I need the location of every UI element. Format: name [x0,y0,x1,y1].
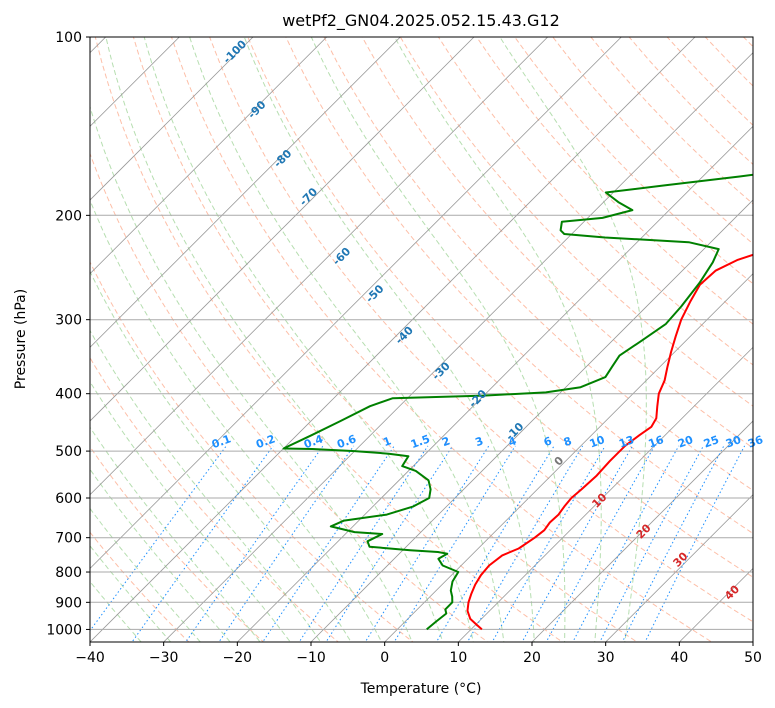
moist-adiabat-line [90,380,291,642]
isotherm-line [90,37,622,569]
y-tick-label: 100 [55,30,82,46]
mixing-ratio-label: 30 [724,433,743,451]
plot-frame [89,36,754,643]
y-tick-label: 400 [55,387,82,403]
mixing-ratio-label: 1.5 [409,432,432,451]
y-axis-title: Pressure (hPa) [13,289,29,389]
chart-title: wetPf2_GN04.2025.052.15.43.G12 [282,11,560,31]
mixing-ratio-line [218,445,355,642]
x-axis: −40 −30 −20 −10 0 10 20 30 40 50 [75,642,762,666]
moist-adiabat-line [243,37,535,642]
dry-adiabat-line [399,37,753,407]
y-tick-label: 900 [55,595,82,611]
isotherm-line [90,37,549,496]
mixing-ratio-label: 3 [473,434,485,449]
dry-adiabat-line [323,37,753,491]
y-axis: 1000 900 800 700 600 500 400 300 200 100 [46,30,90,638]
isotherm-line [90,37,475,422]
mixing-ratio-label: 20 [676,433,695,451]
isotherm-line [457,346,753,642]
moist-adiabat-line [90,198,383,642]
x-tick-label: 50 [744,650,762,666]
mixing-ratio-label: 1 [381,434,393,449]
mixing-ratio-label: 0.2 [254,432,277,451]
series-layer [282,173,753,631]
dry-adiabat-line [132,37,638,642]
moist-adiabat-line [90,329,322,642]
y-tick-label: 600 [55,491,82,507]
moist-adiabat-line [499,37,647,642]
isotherm-line [90,37,696,642]
moist-adiabat-line [310,37,566,642]
moist-adiabat-line [394,37,602,642]
isotherm-line [90,37,254,201]
moist-adiabat-line [90,544,172,642]
moist-adiabat-line [189,37,505,642]
mixing-ratio-label: 13 [617,433,636,450]
isotherm-line [236,125,753,642]
y-tick-label: 300 [55,313,82,329]
moist-adiabat-line [90,468,231,642]
x-tick-label: 30 [597,650,615,666]
background-lines [90,37,753,642]
mixing-ratio-label: 2 [440,434,452,449]
x-tick-label: 0 [380,650,389,666]
x-tick-label: −20 [223,650,253,666]
isotherm-line [90,37,328,275]
moist-adiabat-line [90,426,261,642]
x-tick-label: −40 [75,650,105,666]
y-tick-label: 500 [55,444,82,460]
dry-adiabat-line [437,37,753,366]
y-tick-label: 800 [55,565,82,581]
x-tick-label: −10 [296,650,326,666]
mixing-ratio-label: 6 [542,434,554,449]
mixing-ratio-line [262,445,395,642]
x-tick-label: −30 [149,650,179,666]
dry-adiabat-line [90,531,190,642]
mixing-ratio-label: 4 [507,434,519,449]
y-tick-label: 700 [55,531,82,547]
dry-adiabat-line [171,37,713,642]
moist-adiabat-line [90,507,202,642]
isotherm-line [531,420,753,642]
temperature-profile-line [466,253,753,631]
mixing-ratio-label: 10 [588,433,607,451]
mixing-ratio-label: 25 [702,433,721,450]
isotherm-line [384,273,753,642]
mixing-ratio-label: 8 [562,434,574,449]
dewpoint-profile-line [282,173,753,631]
isotherm-line [605,494,753,642]
mixing-ratio-label: 0.6 [335,432,358,451]
mixing-ratio-line [644,445,746,642]
x-tick-label: 40 [670,650,688,666]
x-axis-title: Temperature (°C) [360,681,482,697]
isotherm-line [90,37,401,348]
moist-adiabat-line [143,37,474,642]
pressure-grid [90,36,753,630]
x-tick-label: 10 [449,650,467,666]
moist-adiabat-line [90,580,142,642]
moist-adiabat-line [105,37,444,642]
mixing-ratio-line [131,445,274,642]
mixing-ratio-label: 36 [746,433,765,451]
y-tick-label: 1000 [46,622,82,638]
mixing-ratio-label: 16 [647,433,666,451]
x-tick-label: 20 [523,650,541,666]
isotherm-line [163,52,753,642]
y-tick-label: 200 [55,208,82,224]
mixing-ratio-label: 0.4 [302,432,325,451]
moist-adiabat-line [90,270,352,642]
mixing-ratio-label: 0.1 [210,432,233,451]
